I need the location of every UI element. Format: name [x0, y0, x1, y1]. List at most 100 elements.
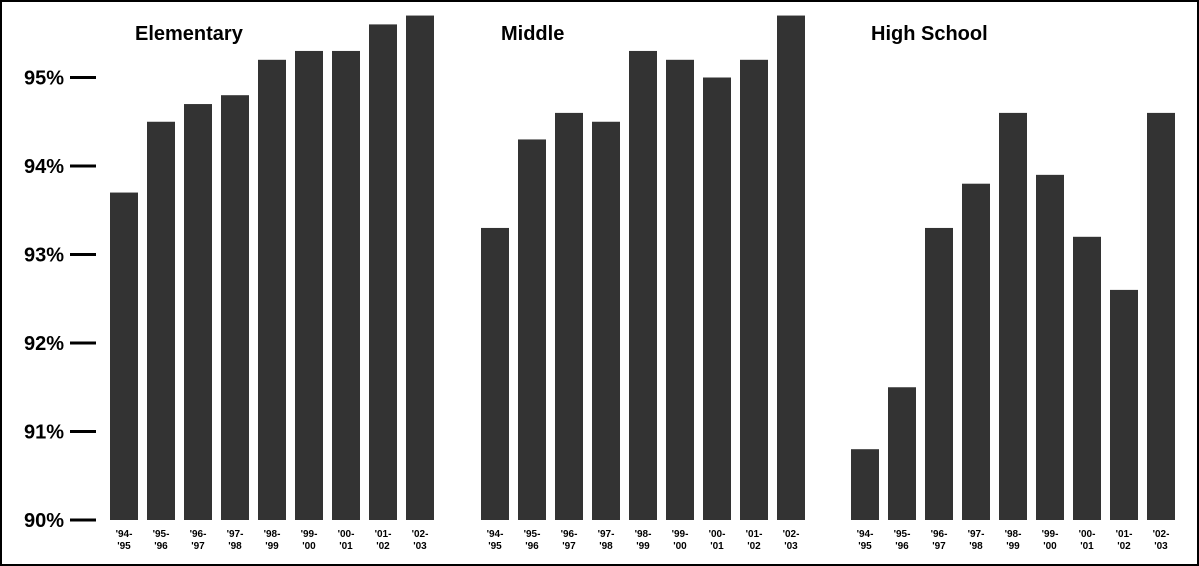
bar-panel-2-2 — [925, 227, 953, 520]
x-tick-label-line: '95 — [488, 541, 502, 552]
x-tick-label-panel-1-2: '96-'97 — [561, 529, 578, 552]
x-tick-label-panel-2-0: '94-'95 — [857, 529, 874, 552]
bar-panel-0-0 — [110, 192, 138, 521]
x-tick-label-panel-2-5: '99-'00 — [1042, 529, 1059, 552]
panel-0: Elementary'94-'95'95-'96'96-'97'97-'98'9… — [110, 15, 434, 552]
x-tick-label-line: '99 — [1006, 541, 1020, 552]
x-tick-label-panel-1-6: '00-'01 — [709, 529, 726, 552]
x-tick-label-line: '03 — [784, 541, 798, 552]
bar-panel-2-8 — [1147, 112, 1175, 521]
x-tick-label-line: '99- — [672, 529, 689, 540]
x-tick-label-line: '99- — [301, 529, 318, 540]
x-tick-label-line: '02 — [376, 541, 390, 552]
bar-panel-2-1 — [888, 387, 916, 520]
x-tick-label-line: '95- — [894, 529, 911, 540]
x-tick-label-panel-0-3: '97-'98 — [227, 529, 244, 552]
x-tick-label-line: '01 — [339, 541, 353, 552]
x-tick-label-panel-0-5: '99-'00 — [301, 529, 318, 552]
x-tick-label-line: '96- — [190, 529, 207, 540]
bar-panel-2-5 — [1036, 174, 1064, 520]
y-tick-label-1: 91% — [24, 422, 64, 444]
bar-panel-2-0 — [851, 449, 879, 520]
x-tick-label-line: '02- — [1153, 529, 1170, 540]
x-tick-label-line: '01 — [710, 541, 724, 552]
x-tick-label-line: '95 — [858, 541, 872, 552]
y-axis: 90% 91% 92% 93% 94% 95% — [24, 68, 96, 532]
x-tick-label-panel-2-1: '95-'96 — [894, 529, 911, 552]
y-tick-label-5: 95% — [24, 68, 64, 90]
x-tick-label-panel-2-8: '02-'03 — [1153, 529, 1170, 552]
x-tick-label-line: '94- — [116, 529, 133, 540]
bar-panel-1-7 — [740, 59, 768, 521]
x-tick-label-line: '96 — [525, 541, 539, 552]
x-tick-label-line: '00- — [709, 529, 726, 540]
x-tick-label-line: '97 — [932, 541, 946, 552]
x-tick-label-line: '97- — [598, 529, 615, 540]
x-tick-label-panel-0-7: '01-'02 — [375, 529, 392, 552]
x-tick-label-panel-1-7: '01-'02 — [746, 529, 763, 552]
x-tick-label-line: '00- — [338, 529, 355, 540]
bar-panel-2-3 — [962, 183, 990, 520]
x-tick-label-line: '98 — [969, 541, 983, 552]
bar-panel-0-4 — [258, 59, 286, 521]
x-tick-label-line: '01 — [1080, 541, 1094, 552]
bar-panel-0-5 — [295, 50, 323, 520]
x-tick-label-line: '98- — [1005, 529, 1022, 540]
x-tick-label-line: '99 — [265, 541, 279, 552]
x-tick-label-line: '95 — [117, 541, 131, 552]
panel-title-2: High School — [871, 23, 988, 45]
x-tick-label-line: '97 — [191, 541, 205, 552]
bar-panel-1-4 — [629, 50, 657, 520]
y-tick-label-2: 92% — [24, 333, 64, 355]
x-tick-label-line: '00 — [673, 541, 687, 552]
x-tick-label-line: '96- — [931, 529, 948, 540]
x-tick-label-panel-0-0: '94-'95 — [116, 529, 133, 552]
x-tick-label-panel-2-2: '96-'97 — [931, 529, 948, 552]
bar-panel-1-5 — [666, 59, 694, 521]
bar-panel-2-6 — [1073, 236, 1101, 521]
x-tick-label-line: '98 — [599, 541, 613, 552]
x-tick-label-line: '01- — [1116, 529, 1133, 540]
y-tick-label-3: 93% — [24, 245, 64, 267]
x-tick-label-panel-0-8: '02-'03 — [412, 529, 429, 552]
x-tick-label-line: '01- — [375, 529, 392, 540]
x-tick-label-panel-1-0: '94-'95 — [487, 529, 504, 552]
bar-panel-1-8 — [777, 15, 805, 521]
x-tick-label-panel-2-4: '98-'99 — [1005, 529, 1022, 552]
x-tick-label-line: '00 — [302, 541, 316, 552]
x-tick-label-line: '96 — [154, 541, 168, 552]
bar-panel-2-7 — [1110, 289, 1138, 520]
x-tick-label-panel-2-3: '97-'98 — [968, 529, 985, 552]
bar-panel-0-7 — [369, 24, 397, 521]
bar-panel-1-0 — [481, 227, 509, 520]
x-tick-label-line: '00- — [1079, 529, 1096, 540]
x-tick-label-line: '95- — [524, 529, 541, 540]
bar-panel-0-1 — [147, 121, 175, 520]
x-tick-label-line: '99 — [636, 541, 650, 552]
y-tick-label-4: 94% — [24, 156, 64, 178]
x-tick-label-panel-1-1: '95-'96 — [524, 529, 541, 552]
bar-panel-1-6 — [703, 77, 731, 520]
x-tick-label-panel-1-4: '98-'99 — [635, 529, 652, 552]
x-tick-label-panel-2-6: '00-'01 — [1079, 529, 1096, 552]
bar-panel-1-3 — [592, 121, 620, 520]
x-tick-label-line: '02 — [747, 541, 761, 552]
panel-1: Middle'94-'95'95-'96'96-'97'97-'98'98-'9… — [481, 15, 805, 552]
chart-panels: Elementary'94-'95'95-'96'96-'97'97-'98'9… — [110, 15, 1175, 552]
y-tick-label-0: 90% — [24, 510, 64, 532]
bar-panel-0-8 — [406, 15, 434, 521]
x-tick-label-line: '97 — [562, 541, 576, 552]
x-tick-label-panel-2-7: '01-'02 — [1116, 529, 1133, 552]
x-tick-label-line: '95- — [153, 529, 170, 540]
x-tick-label-line: '03 — [1154, 541, 1168, 552]
x-tick-label-line: '98- — [635, 529, 652, 540]
x-tick-label-line: '97- — [227, 529, 244, 540]
x-tick-label-line: '96 — [895, 541, 909, 552]
x-tick-label-line: '97- — [968, 529, 985, 540]
panel-title-0: Elementary — [135, 23, 244, 45]
x-tick-label-panel-0-4: '98-'99 — [264, 529, 281, 552]
bar-panel-0-2 — [184, 104, 212, 521]
x-tick-label-line: '02- — [783, 529, 800, 540]
panel-title-1: Middle — [501, 23, 564, 45]
